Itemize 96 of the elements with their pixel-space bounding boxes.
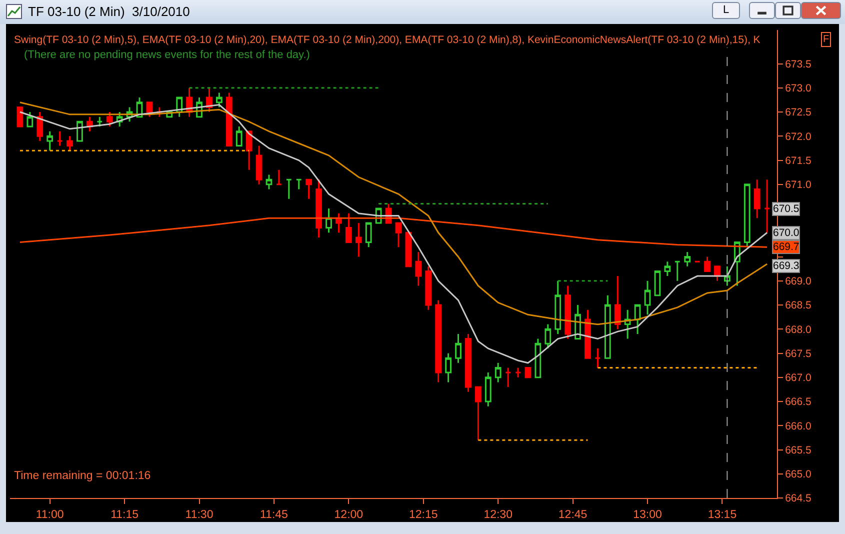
annotation: 670.5 — [773, 203, 800, 215]
candlestick — [316, 178, 322, 238]
candlestick — [754, 178, 760, 219]
x-tick-label: 11:15 — [110, 508, 139, 521]
y-tick-label: 668.0 — [785, 324, 812, 336]
candlestick — [26, 111, 34, 128]
candlestick — [395, 222, 402, 248]
candlestick — [266, 174, 272, 190]
candlestick — [664, 260, 671, 277]
candlestick — [704, 256, 710, 272]
annotation: (There are no pending news events for the rest of the day.) — [24, 49, 310, 61]
candlestick — [644, 280, 651, 316]
y-tick-label: 665.5 — [785, 444, 812, 456]
candlestick — [306, 178, 312, 200]
candlestick — [674, 260, 681, 282]
candlestick — [544, 324, 552, 350]
candlestick — [484, 372, 492, 408]
candlestick — [654, 270, 661, 296]
candlestick — [246, 130, 252, 171]
candlestick — [614, 275, 621, 330]
x-tick-label: 12:30 — [484, 508, 512, 521]
candlestick — [584, 309, 591, 359]
annotation: Swing(TF 03-10 (2 Min),5), EMA(TF 03-10 (2 Min),20), EMA(TF 03-10 (2 Min),200), EMA(TF 03-10 (2 Min),8), KevinEconomicNewsAlert(TF 03-10 (2 Min),15), K — [14, 34, 760, 46]
x-tick-label: 11:00 — [36, 508, 64, 521]
candlestick — [415, 251, 422, 286]
y-tick-label: 664.5 — [785, 492, 812, 505]
candlestick — [296, 178, 302, 190]
candlestick — [445, 352, 452, 383]
chart-title: TF 03-10 (2 Min) 3/10/2010 — [28, 4, 190, 19]
candlestick — [56, 130, 63, 147]
candlestick — [604, 294, 611, 359]
line-series — [19, 104, 768, 364]
candlestick — [36, 111, 44, 142]
candlestick — [494, 362, 502, 383]
candlestick — [236, 126, 242, 147]
candlestick — [146, 102, 153, 118]
y-tick-label: 669.0 — [785, 276, 812, 288]
annotation: Time remaining = 00:01:16 — [14, 470, 151, 482]
candlestick — [684, 251, 691, 268]
y-tick-label: 673.5 — [785, 58, 812, 70]
x-tick-label: 12:45 — [558, 508, 588, 521]
candlestick — [714, 266, 720, 282]
candlestick — [216, 92, 222, 108]
candlestick — [594, 348, 601, 368]
candlestick — [365, 222, 372, 248]
y-tick-label: 673.0 — [785, 82, 812, 95]
annotation: 670.0 — [773, 227, 800, 239]
candlestick — [534, 338, 542, 378]
line-series — [19, 102, 768, 326]
y-tick-label: 667.0 — [785, 372, 812, 384]
candlestick — [326, 208, 332, 234]
candlestick — [355, 222, 362, 258]
candlestick — [435, 299, 442, 383]
candlestick — [764, 178, 770, 234]
annotation: 669.3 — [773, 260, 800, 272]
text: L — [712, 2, 740, 19]
y-tick-label: 668.5 — [785, 300, 812, 312]
y-tick-label: 671.5 — [785, 154, 812, 167]
x-tick-label: 13:15 — [708, 508, 737, 521]
candlestick — [465, 333, 472, 393]
x-tick-label: 11:30 — [185, 508, 214, 521]
candlestick — [564, 284, 572, 340]
y-tick-label: 672.5 — [785, 106, 812, 119]
candlestick — [106, 111, 113, 128]
candlestick — [455, 333, 462, 364]
line-series — [19, 217, 768, 248]
x-tick-label: 12:15 — [408, 508, 438, 521]
x-tick-label: 13:00 — [633, 508, 662, 521]
candlestick — [474, 386, 482, 441]
candlestick — [286, 178, 292, 200]
x-tick-label: 11:45 — [260, 508, 288, 521]
y-tick-label: 665.0 — [785, 468, 812, 481]
candlestick — [514, 366, 522, 378]
candlestick — [345, 212, 352, 244]
annotation: 669.7 — [773, 241, 800, 253]
y-tick-label: 667.5 — [785, 348, 812, 360]
candlestick — [276, 169, 282, 186]
x-tick-label: 12:00 — [334, 508, 364, 521]
candlestick — [634, 304, 641, 335]
candlestick — [96, 116, 103, 128]
candlestick — [256, 145, 262, 186]
y-tick-label: 666.5 — [785, 396, 812, 408]
candlestick — [554, 280, 562, 335]
y-tick-label: 671.0 — [785, 179, 812, 192]
candlestick — [336, 212, 342, 234]
candlestick — [66, 135, 73, 152]
y-tick-label: 666.0 — [785, 420, 812, 432]
candlestick — [524, 366, 532, 378]
y-tick-label: 672.0 — [785, 130, 812, 143]
candlestick — [226, 92, 232, 147]
candlestick — [744, 184, 750, 248]
text: F — [823, 34, 830, 45]
candlestick — [425, 266, 432, 311]
candlestick — [46, 130, 54, 152]
candlestick — [504, 366, 512, 388]
candlestick — [76, 120, 83, 142]
